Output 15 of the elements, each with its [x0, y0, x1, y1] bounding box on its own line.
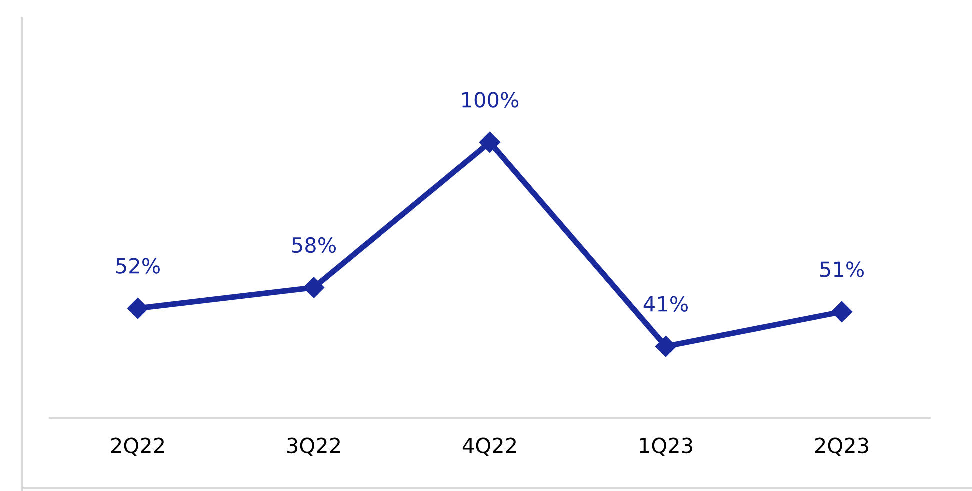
point [655, 336, 677, 358]
point [303, 277, 325, 298]
x-tick-label: 1Q23 [640, 438, 692, 456]
x-tick-label: 2Q23 [815, 438, 868, 456]
x-tick-label: 3Q22 [288, 438, 340, 456]
x-tick-label: 2Q22 [111, 438, 164, 456]
x-tick-label: 4Q22 [462, 438, 516, 456]
data-label: 100% [462, 92, 519, 108]
point [127, 298, 149, 320]
point [831, 301, 853, 322]
data-label: 41% [644, 296, 688, 312]
data-label: 58% [292, 237, 336, 254]
data-label: 51% [820, 262, 864, 278]
point [479, 132, 501, 153]
data-label: 52% [116, 258, 160, 274]
